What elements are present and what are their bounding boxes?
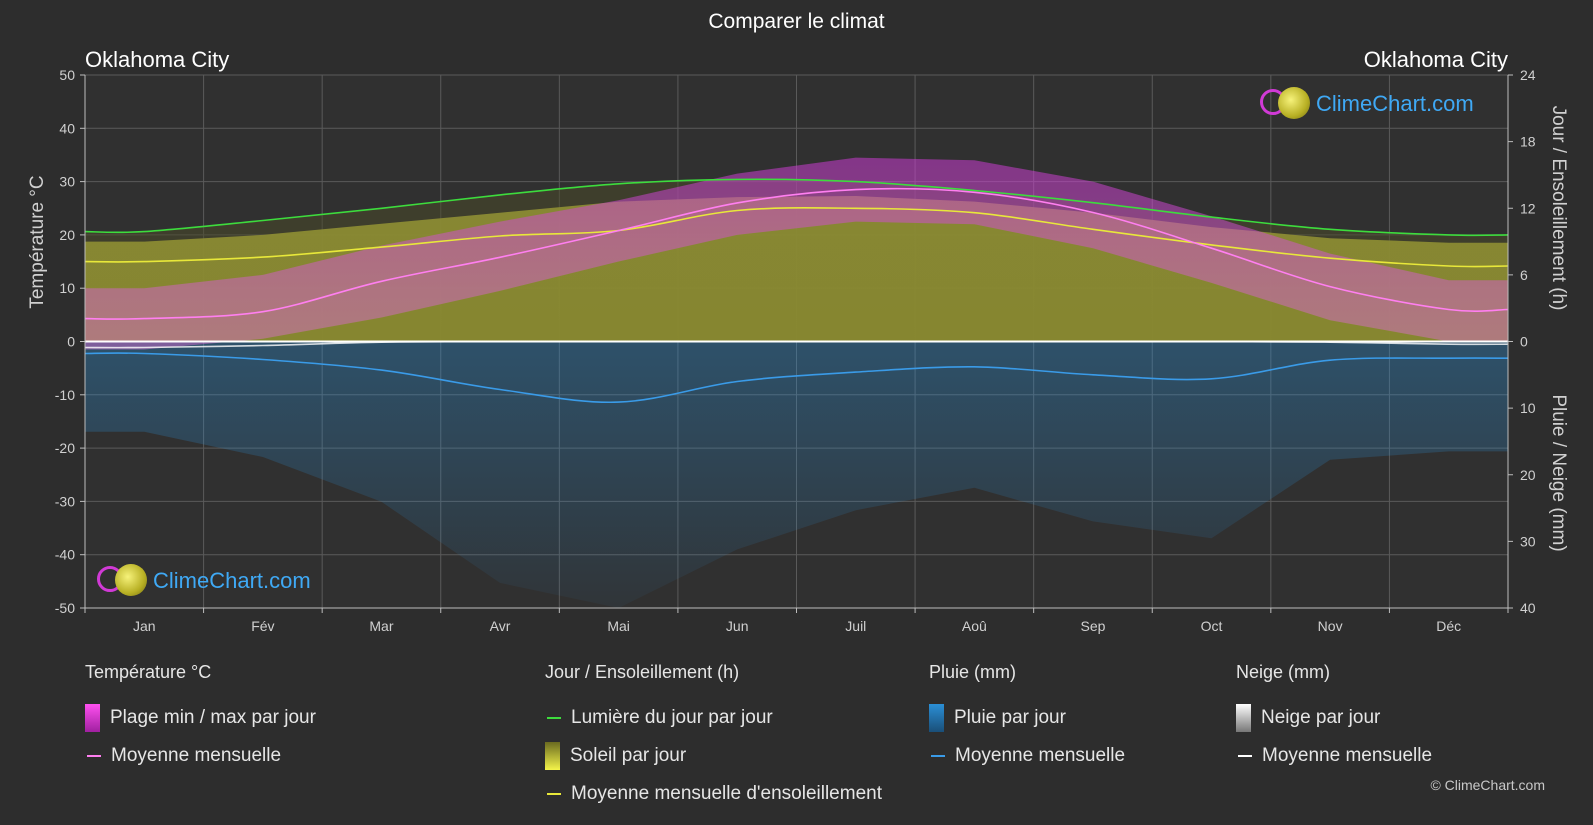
climechart-logo-icon (1258, 86, 1312, 122)
temp-range-swatch (85, 704, 100, 732)
y-right-top-tick-label: 24 (1520, 67, 1536, 83)
x-tick-label: Sep (1080, 618, 1105, 634)
x-tick-label: Nov (1318, 618, 1343, 634)
snow-swatch (1236, 704, 1251, 732)
climate-chart: 50 40 30 20 10 0 -10 -20 -30 -40 -50 24 18 12 6 0 10 20 30… (55, 67, 1536, 634)
x-tick-label: Juil (845, 618, 866, 634)
legend-item-rain-daily: Pluie par jour (929, 699, 1125, 737)
legend-item-temp-mean: Moyenne mensuelle (85, 737, 316, 775)
climechart-logo-icon (95, 563, 149, 599)
sunshine-mean-line (84, 207, 1509, 268)
y-left-tick-label: -10 (55, 387, 75, 403)
chart-areas (85, 157, 1508, 608)
y-left-tick-label: -50 (55, 600, 75, 616)
y-left-tick-label: -40 (55, 547, 75, 563)
x-tick-label: Avr (490, 618, 511, 634)
temp-mean-swatch (87, 755, 101, 757)
y-right-bottom-tick-label: 20 (1520, 467, 1536, 483)
daylight-swatch (547, 717, 561, 719)
y-left-tick-label: 40 (59, 120, 75, 136)
snow-mean-swatch (1238, 755, 1252, 757)
temperature-mean-line (84, 187, 1509, 320)
climechart-logo-bottom[interactable]: ClimeChart.com (95, 563, 311, 599)
daylight-line (84, 178, 1509, 237)
y-left-tick-label: 50 (59, 67, 75, 83)
y-right-top-tick-label: 18 (1520, 134, 1536, 150)
y-right-bottom-tick-label: 30 (1520, 533, 1536, 549)
temperature-range-area (85, 157, 1508, 350)
legend-item-snow-daily: Neige par jour (1236, 699, 1432, 737)
x-tick-label: Déc (1436, 618, 1461, 634)
rain-mean-swatch (931, 755, 945, 757)
legend-title: Température °C (85, 662, 212, 682)
copyright[interactable]: © ClimeChart.com (1430, 777, 1545, 793)
y-left-tick-label: 10 (59, 280, 75, 296)
legend-item-daylight: Lumière du jour par jour (545, 699, 882, 737)
x-tick-label: Jun (726, 618, 749, 634)
legend-title: Jour / Ensoleillement (h) (545, 662, 740, 682)
legend-item-rain-mean: Moyenne mensuelle (929, 737, 1125, 775)
chart-lines (84, 178, 1509, 404)
chart-title: Comparer le climat (708, 10, 885, 33)
legend-temperature: Température °C Plage min / max par jour … (85, 662, 316, 775)
x-tick-label: Mai (607, 618, 630, 634)
x-tick-label: Mar (369, 618, 393, 634)
y-left-tick-label: 0 (67, 334, 75, 350)
y-left-tick-label: 30 (59, 174, 75, 190)
sunshine-mean-swatch (547, 793, 561, 795)
x-tick-label: Fév (251, 618, 274, 634)
legend-item-temp-range: Plage min / max par jour (85, 699, 316, 737)
x-tick-label: Aoû (962, 618, 987, 634)
legend-sun: Jour / Ensoleillement (h) Lumière du jou… (545, 662, 882, 813)
y-left-tick-label: -30 (55, 493, 75, 509)
y-right-bottom-tick-label: 40 (1520, 600, 1536, 616)
sunshine-swatch (545, 742, 560, 770)
y-right-bottom-tick-label: 10 (1520, 400, 1536, 416)
location-right: Oklahoma City (1363, 47, 1508, 72)
y-right-top-tick-label: 6 (1520, 267, 1528, 283)
y-right-top-tick-label: 12 (1520, 200, 1536, 216)
legend-item-sunshine: Soleil par jour (545, 737, 882, 775)
y-right-top-tick-label: 0 (1520, 334, 1528, 350)
legend-snow: Neige (mm) Neige par jour Moyenne mensue… (1236, 662, 1432, 775)
climechart-logo-top[interactable]: ClimeChart.com (1258, 86, 1474, 122)
x-tick-label: Jan (133, 618, 156, 634)
rain-swatch (929, 704, 944, 732)
legend-title: Neige (mm) (1236, 662, 1331, 682)
rain-mean-line (84, 352, 1509, 404)
location-left: Oklahoma City (85, 47, 230, 72)
logo-text: ClimeChart.com (1316, 91, 1474, 116)
logo-text: ClimeChart.com (153, 568, 311, 593)
legend-item-sunshine-mean: Moyenne mensuelle d'ensoleillement (545, 775, 882, 813)
rain-area (85, 341, 1508, 608)
chart-axes: 50 40 30 20 10 0 -10 -20 -30 -40 -50 24 18 12 6 0 10 20 30… (55, 67, 1536, 634)
legend-title: Pluie (mm) (929, 662, 1017, 682)
legend-rain: Pluie (mm) Pluie par jour Moyenne mensue… (929, 662, 1125, 775)
y-left-tick-label: -20 (55, 440, 75, 456)
y-left-tick-label: 20 (59, 227, 75, 243)
legend-item-snow-mean: Moyenne mensuelle (1236, 737, 1432, 775)
x-tick-label: Oct (1201, 618, 1223, 634)
